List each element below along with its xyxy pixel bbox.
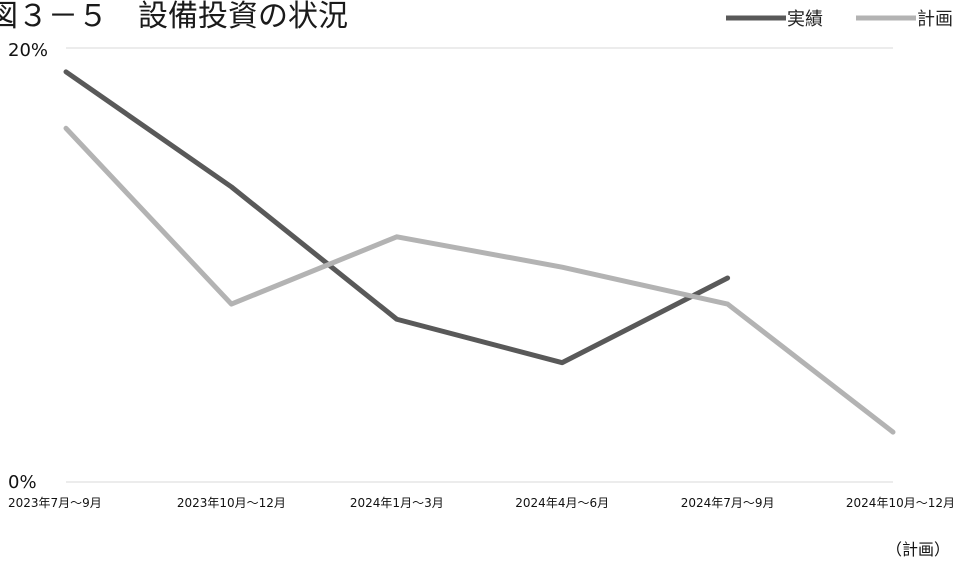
chart-title: 図３－５ 設備投資の状況	[0, 0, 348, 34]
x-axis-labels: 2023年7月～9月 2023年10月～12月 2024年1月～3月 2024年4月～…	[8, 496, 955, 510]
legend-label-plan: 計画	[917, 9, 953, 30]
y-tick-label-bottom: 0%	[8, 472, 37, 493]
legend: 実績 計画	[726, 9, 953, 30]
title-layer: 図３－５ 設備投資の状況	[0, 0, 348, 34]
series-line-actual	[63, 69, 731, 366]
series-layer	[63, 69, 896, 435]
y-tick-label-top: 20%	[8, 40, 48, 61]
series-line-plan	[63, 125, 896, 435]
y-axis-labels: 20% 0%	[8, 40, 48, 493]
x-tick-label-0: 2023年7月～9月	[8, 496, 102, 510]
x-tick-label-3: 2024年4月～6月	[515, 496, 609, 510]
x-tick-label-1: 2023年10月～12月	[177, 496, 286, 510]
x-tick-label-5: 2024年10月～12月	[846, 496, 955, 510]
x-tick-label-4: 2024年7月～9月	[681, 496, 775, 510]
legend-label-actual: 実績	[787, 9, 823, 30]
footnote-plan: （計画）	[886, 540, 950, 559]
grid-layer	[66, 47, 893, 483]
x-tick-label-2: 2024年1月～3月	[350, 496, 444, 510]
